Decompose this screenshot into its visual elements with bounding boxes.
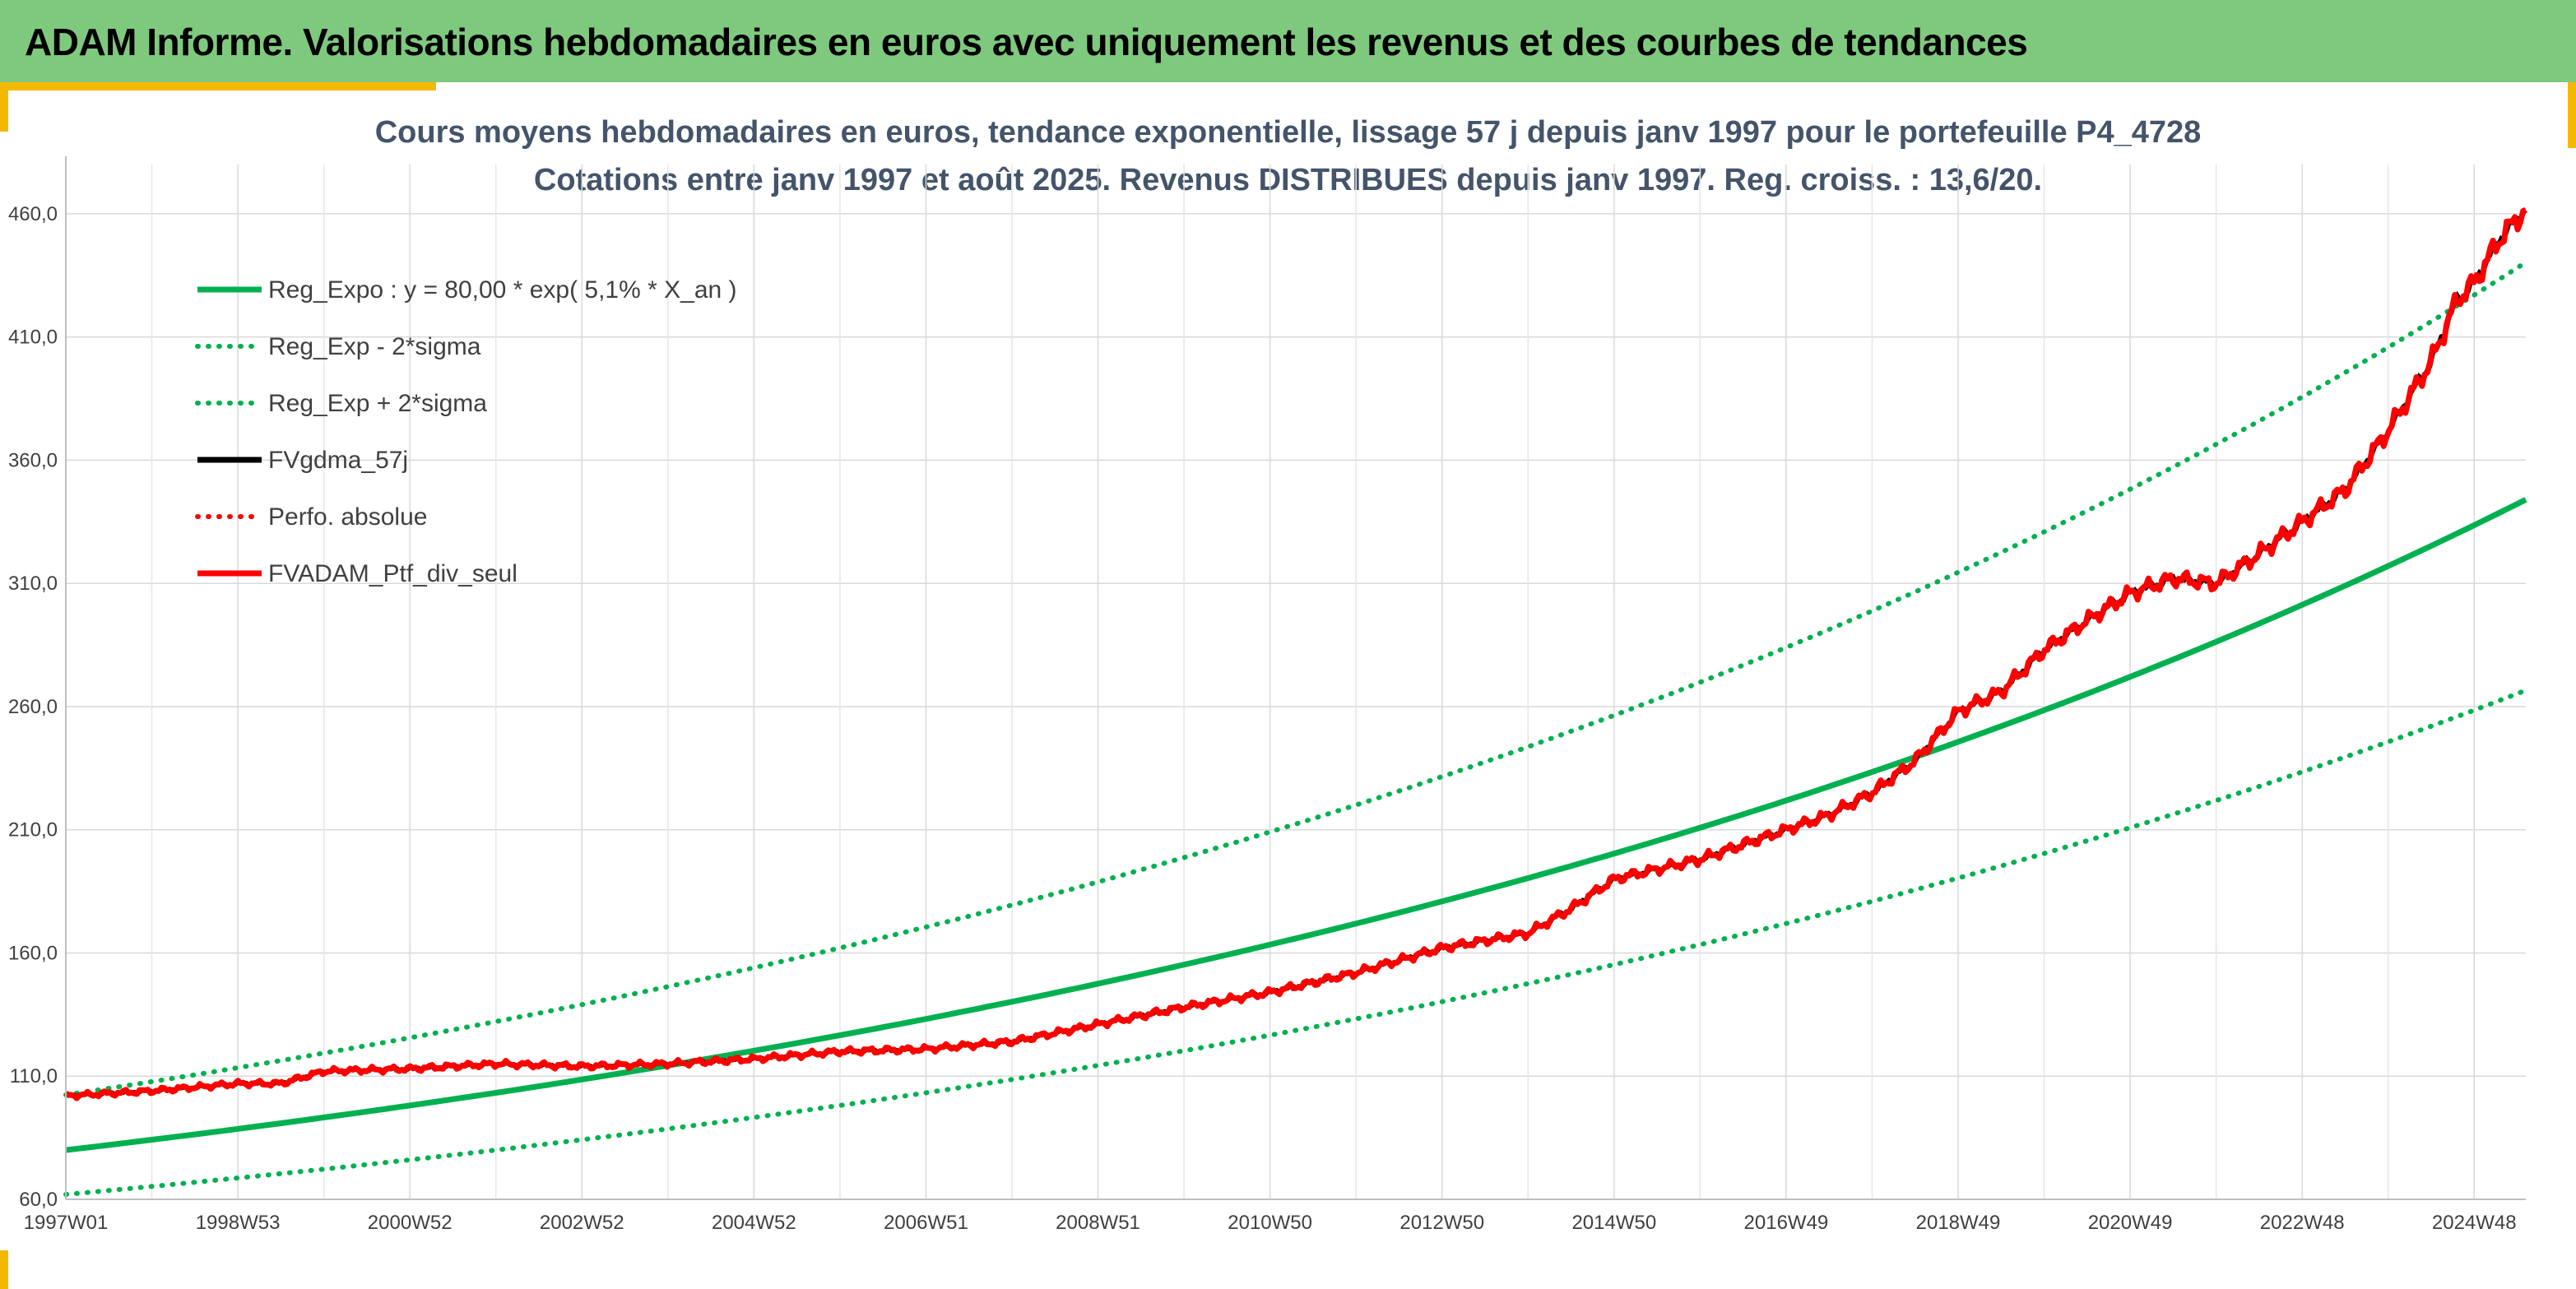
x-tick-label: 2018W49 — [1916, 1212, 2001, 1234]
x-tick-label: 2020W49 — [2088, 1212, 2173, 1234]
legend-label: Reg_Exp + 2*sigma — [268, 390, 487, 417]
chart-title: Cours moyens hebdomadaires en euros, ten… — [0, 109, 2576, 204]
series-lines — [63, 206, 2528, 1197]
chart-title-line-2: Cotations entre janv 1997 et août 2025. … — [533, 163, 2043, 197]
page-title: ADAM Informe. Valorisations hebdomadaire… — [25, 21, 2028, 63]
x-tick-label: 2022W48 — [2260, 1212, 2345, 1234]
x-tick-label: 2016W49 — [1744, 1212, 1829, 1234]
legend-label: FVgdma_57j — [268, 447, 408, 474]
legend-label: FVADAM_Ptf_div_seul — [268, 560, 518, 587]
x-tick-label: 2002W52 — [540, 1212, 624, 1234]
y-tick-label: 210,0 — [8, 819, 58, 842]
grid — [65, 165, 2526, 1200]
reg-minus-2sigma-line — [63, 688, 2528, 1197]
x-tick-label: 2024W48 — [2432, 1212, 2517, 1234]
x-tick-label: 1998W53 — [196, 1212, 281, 1234]
legend-label: Perfo. absolue — [268, 503, 427, 531]
x-tick-label: 2010W50 — [1228, 1212, 1312, 1234]
header-banner: ADAM Informe. Valorisations hebdomadaire… — [0, 0, 2576, 82]
y-tick-label: 110,0 — [10, 1065, 58, 1087]
x-tick-label: 2000W52 — [368, 1212, 453, 1234]
fvadam-ptf-line — [63, 206, 2527, 1101]
legend-label: Reg_Exp - 2*sigma — [268, 333, 481, 360]
legend: Reg_Expo : y = 80,00 * exp( 5,1% * X_an … — [195, 276, 737, 587]
y-tick-label: 360,0 — [8, 449, 58, 471]
accent-bar-left — [0, 82, 8, 132]
accent-bar-bottom — [0, 1250, 8, 1289]
x-tick-label: 2006W51 — [884, 1212, 968, 1234]
axes: 60,0 110,0 160,0 210,0 260,0 310,0 360,0 410,0 4… — [8, 156, 2526, 1234]
y-tick-label: 310,0 — [8, 573, 58, 595]
x-tick-label: 2004W52 — [712, 1212, 796, 1234]
y-tick-label: 410,0 — [8, 327, 58, 349]
x-tick-label: 1997W01 — [24, 1212, 109, 1234]
y-tick-label: 160,0 — [8, 942, 58, 964]
y-tick-label: 460,0 — [8, 203, 58, 225]
reg-plus-2sigma-line — [63, 259, 2528, 1097]
y-tick-label: 260,0 — [8, 696, 58, 718]
y-tick-label: 60,0 — [19, 1189, 58, 1211]
x-tick-label: 2012W50 — [1399, 1212, 1484, 1234]
reg-expo-line — [65, 497, 2527, 1153]
x-tick-label: 2014W50 — [1571, 1212, 1656, 1234]
x-tick-label: 2008W51 — [1056, 1212, 1140, 1234]
legend-label: Reg_Expo : y = 80,00 * exp( 5,1% * X_an … — [268, 276, 737, 304]
accent-bar-top — [0, 82, 436, 90]
accent-bar-right — [2568, 82, 2576, 148]
chart-title-line-1: Cours moyens hebdomadaires en euros, ten… — [374, 115, 2202, 150]
